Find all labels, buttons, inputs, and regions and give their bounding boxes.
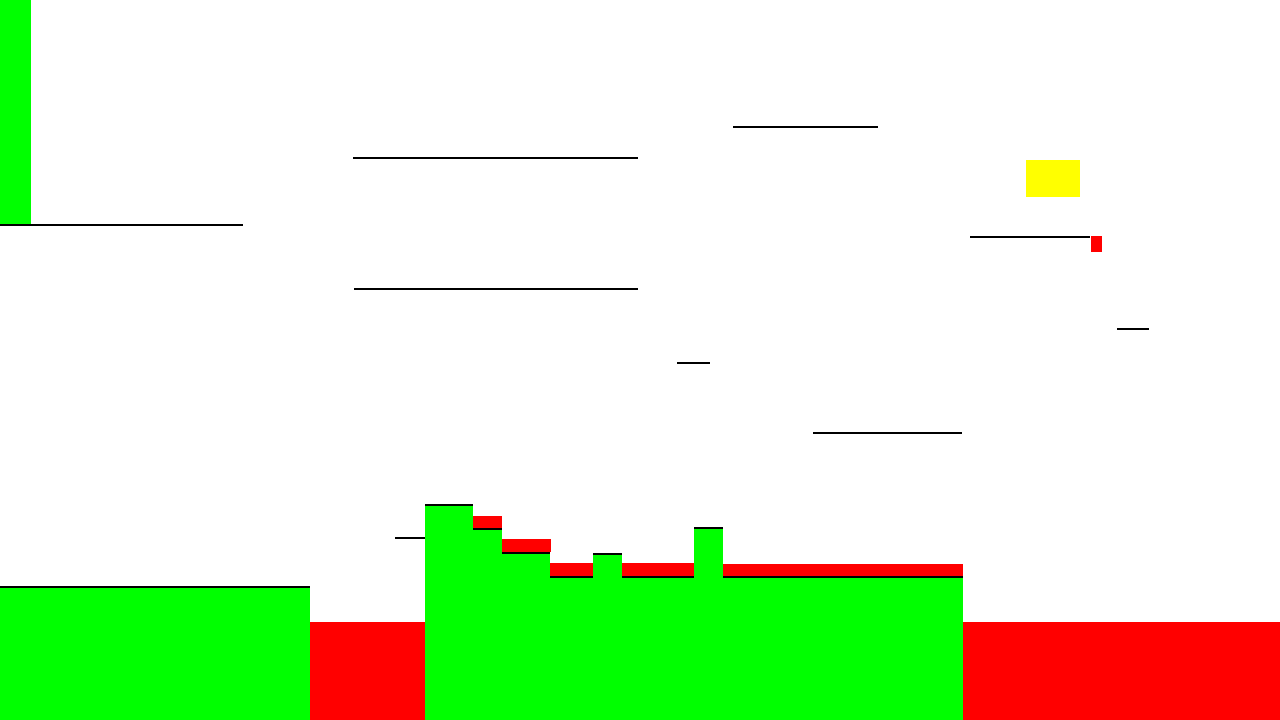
terrain-bump-1 — [593, 553, 622, 720]
terrain-pillar — [694, 527, 723, 720]
lava-strip-4 — [622, 563, 694, 576]
floating-platform-1 — [353, 157, 638, 159]
terrain-step-1 — [425, 504, 473, 720]
floating-platform-4 — [970, 236, 1090, 238]
terrain-step-5 — [622, 576, 694, 720]
player-character[interactable] — [1091, 236, 1102, 252]
floating-platform-7 — [813, 432, 962, 434]
floating-platform-8 — [395, 537, 425, 539]
lava-strip-3 — [550, 563, 593, 576]
floating-platform-5 — [1117, 328, 1149, 330]
floating-platform-3 — [733, 126, 878, 128]
terrain-step-4 — [550, 576, 594, 720]
terrain-step-6 — [723, 576, 963, 720]
terrain-step-2 — [473, 528, 502, 720]
lava-strip-1 — [473, 516, 502, 528]
terrain-step-3 — [502, 552, 550, 720]
floating-platform-6 — [677, 362, 710, 364]
wall-ledge-platform — [0, 224, 243, 226]
lava-pit-left — [310, 622, 425, 720]
goal-block — [1026, 160, 1080, 197]
floating-platform-2 — [354, 288, 638, 290]
left-wall — [0, 0, 31, 225]
lava-strip-2 — [502, 539, 551, 552]
ground-left — [0, 586, 310, 720]
lava-pit-right — [963, 622, 1280, 720]
lava-strip-5 — [723, 564, 963, 576]
